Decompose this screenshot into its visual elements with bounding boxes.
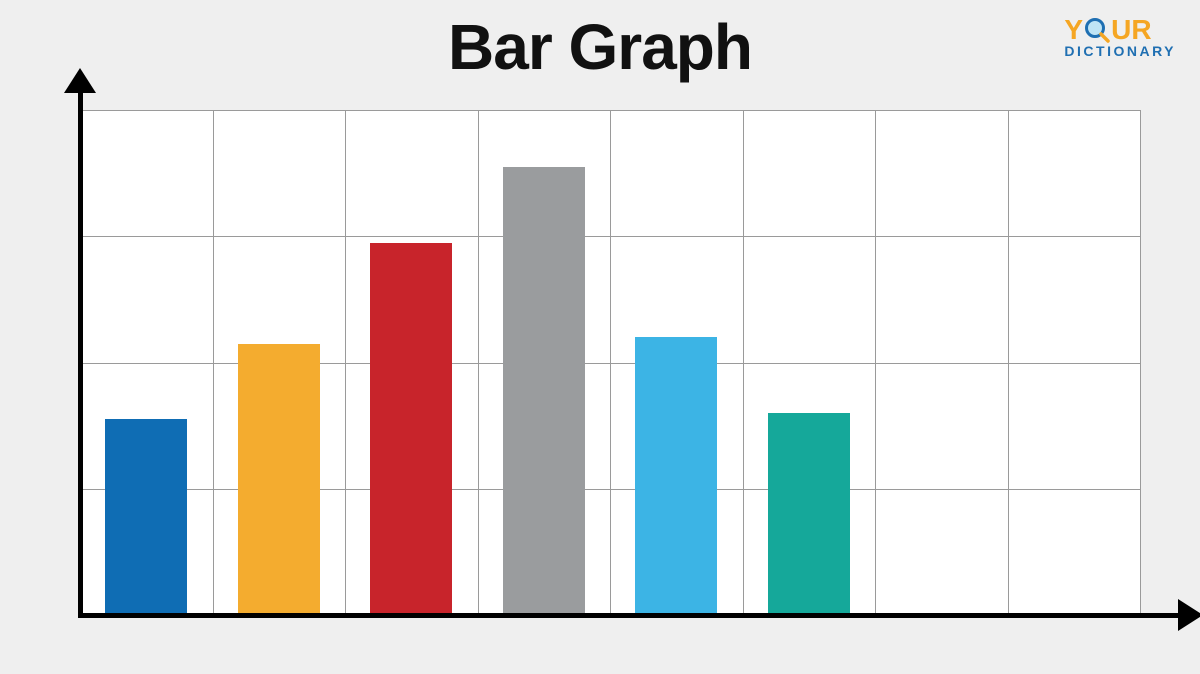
grid-line-horizontal [80, 110, 1140, 111]
bar-3 [503, 167, 585, 615]
y-axis [78, 90, 83, 618]
y-axis-arrowhead-icon [64, 68, 96, 93]
brand-logo: Y UR DICTIONARY [1064, 16, 1176, 58]
plot-area [80, 110, 1140, 615]
bar-0 [105, 419, 187, 615]
logo-line-dictionary: DICTIONARY [1064, 44, 1176, 58]
logo-line-your: Y UR [1064, 16, 1176, 44]
bar-2 [370, 243, 452, 615]
logo-letters-ur: UR [1111, 16, 1151, 44]
bar-4 [635, 337, 717, 615]
bar-chart [80, 110, 1140, 615]
logo-letter-y: Y [1064, 16, 1083, 44]
bar-1 [238, 344, 320, 615]
chart-title: Bar Graph [0, 10, 1200, 84]
x-axis-arrowhead-icon [1178, 599, 1200, 631]
grid-line-horizontal [80, 236, 1140, 237]
bar-5 [768, 413, 850, 615]
grid-line-vertical [1140, 110, 1141, 615]
magnifying-glass-icon [1084, 17, 1110, 43]
page-root: Bar Graph Y UR DICTIONARY [0, 0, 1200, 674]
x-axis [78, 613, 1181, 618]
